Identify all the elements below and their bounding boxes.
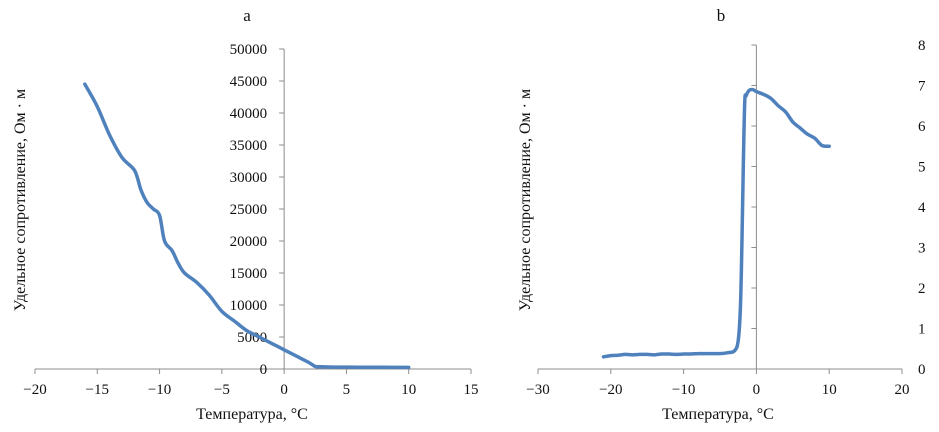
x-tick-label: −20 — [23, 382, 46, 398]
x-tick-label: 10 — [401, 382, 416, 398]
y-tick-label: 0 — [918, 362, 926, 378]
x-tick-label: −10 — [148, 382, 171, 398]
chart-a: a −20 −15 −10 −5 0 5 10 15 0 5000 10000 15000 20000… — [12, 6, 479, 423]
y-tick-label: 6 — [918, 119, 926, 135]
chart-b: b −30 −20 −10 0 10 20 0 1 2 3 4 5 6 7 8 Температура, … — [517, 6, 926, 423]
x-tick-label: −15 — [86, 382, 109, 398]
y-tick-label: 40000 — [230, 106, 268, 122]
y-tick-label: 35000 — [230, 138, 268, 154]
y-tick-label: 15000 — [230, 266, 268, 282]
chart-a-series-line — [83, 82, 411, 370]
x-tick-label: −10 — [672, 382, 695, 398]
y-tick-label: 20000 — [230, 234, 268, 250]
chart-a-y-ticks: 0 5000 10000 15000 20000 25000 30000 35000 40000… — [230, 42, 285, 378]
chart-a-y-label: Удельное сопротивление, Ом · м — [12, 89, 29, 311]
x-tick-label: −5 — [214, 382, 230, 398]
y-tick-label: 0 — [260, 362, 268, 378]
y-tick-label: 45000 — [230, 74, 268, 90]
y-tick-label: 5 — [918, 160, 926, 176]
chart-a-title: a — [243, 6, 251, 25]
x-tick-label: −20 — [599, 382, 622, 398]
chart-b-x-label: Температура, °C — [662, 406, 774, 423]
chart-a-x-label: Температура, °C — [196, 406, 308, 423]
y-tick-label: 10000 — [230, 298, 268, 314]
x-tick-label: −30 — [526, 382, 549, 398]
chart-b-y-label: Удельное сопротивление, Ом · м — [517, 89, 534, 311]
x-tick-label: 20 — [895, 382, 910, 398]
y-tick-label: 2 — [918, 281, 926, 297]
y-tick-label: 8 — [918, 38, 926, 54]
chart-b-series-line — [601, 87, 831, 359]
y-tick-label: 3 — [918, 241, 926, 257]
x-tick-label: 0 — [280, 382, 288, 398]
x-tick-label: 0 — [753, 382, 761, 398]
y-tick-label: 7 — [918, 79, 926, 95]
y-tick-label: 50000 — [230, 42, 268, 58]
chart-b-x-ticks: −30 −20 −10 0 10 20 — [526, 369, 910, 398]
y-tick-label: 30000 — [230, 170, 268, 186]
chart-b-y-ticks: 0 1 2 3 4 5 6 7 8 — [751, 38, 926, 378]
x-tick-label: 5 — [343, 382, 351, 398]
y-tick-label: 5000 — [237, 330, 267, 346]
y-tick-label: 4 — [918, 200, 926, 216]
chart-a-x-ticks: −20 −15 −10 −5 0 5 10 15 — [23, 369, 479, 398]
chart-b-title: b — [717, 6, 726, 25]
x-tick-label: 15 — [464, 382, 479, 398]
x-tick-label: 10 — [822, 382, 837, 398]
y-tick-label: 1 — [918, 322, 926, 338]
y-tick-label: 25000 — [230, 202, 268, 218]
